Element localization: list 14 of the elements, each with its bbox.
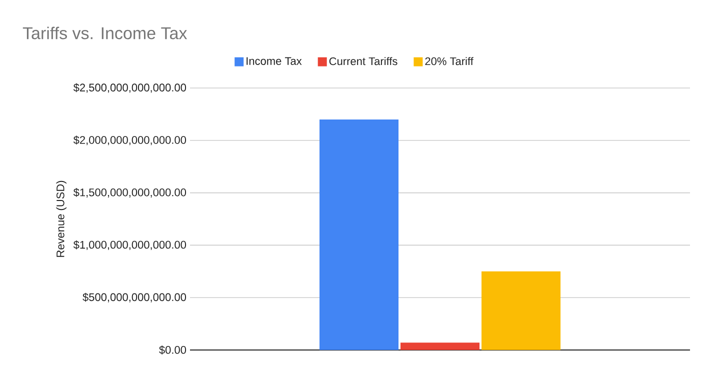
y-tick-label: $500,000,000,000.00 [82, 292, 186, 302]
legend-label: Income Tax [246, 57, 302, 65]
bar [482, 271, 561, 350]
y-tick-label: $1,000,000,000,000.00 [73, 240, 186, 250]
y-axis-title: Revenue (USD) [56, 180, 66, 257]
bar [320, 119, 399, 350]
legend-label: Current Tariffs [329, 57, 398, 66]
chart-title: Tariffs vs. Income Tax [22, 26, 188, 40]
legend-label: 20% Tariff [425, 57, 474, 66]
bar [400, 342, 480, 350]
y-tick-label: $0.00 [159, 346, 186, 354]
y-tick-label: $1,500,000,000,000.00 [73, 188, 186, 198]
y-tick-label: $2,500,000,000,000.00 [73, 83, 186, 93]
y-tick-label: $2,000,000,000,000.00 [73, 136, 186, 146]
